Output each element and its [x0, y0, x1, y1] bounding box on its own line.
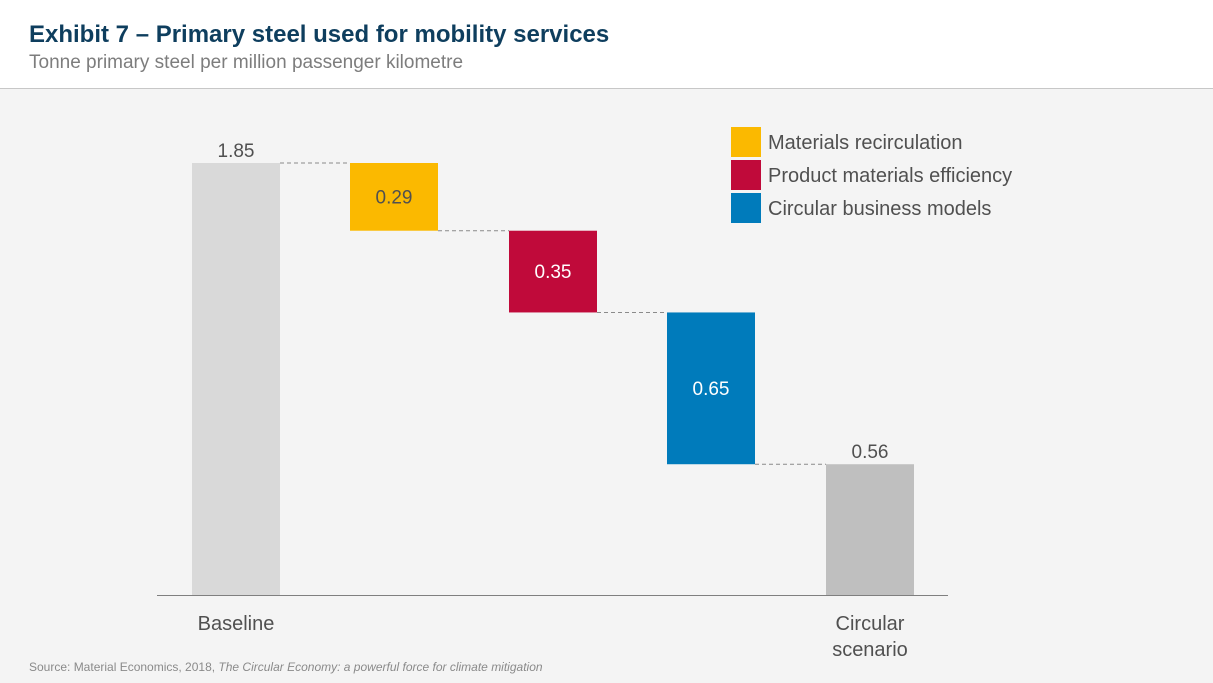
bars [192, 163, 914, 595]
bar-labels: 1.85 0.29 0.35 0.65 0.56 [218, 141, 889, 463]
legend-label-2: Circular business models [768, 198, 991, 220]
page-title: Exhibit 7 – Primary steel used for mobil… [29, 21, 610, 48]
bar-label-0: 1.85 [218, 141, 255, 162]
legend-label-1: Product materials efficiency [768, 165, 1012, 187]
legend: Materials recirculation Product materials… [731, 127, 1012, 223]
bar-0 [192, 163, 280, 595]
source-prefix: Source: Material Economics, 2018, [29, 660, 219, 674]
bar-4 [826, 464, 914, 595]
source-publication: The Circular Economy: a powerful force f… [218, 660, 543, 674]
page-subtitle: Tonne primary steel per million passenge… [29, 52, 464, 73]
bar-3 [667, 312, 755, 465]
connector-lines [280, 162, 826, 465]
legend-swatch-0 [731, 127, 761, 157]
bar-label-4: 0.56 [852, 442, 889, 463]
x-axis-labels: Baseline Circular scenario [198, 613, 908, 661]
bar-label-1: 0.29 [376, 188, 413, 209]
source-note: Source: Material Economics, 2018, The Ci… [29, 660, 543, 674]
x-tick-label-0-0: Baseline [198, 613, 275, 635]
bar-label-3: 0.65 [693, 379, 730, 400]
bar-1 [350, 163, 438, 231]
x-tick-label-4-1: scenario [832, 639, 908, 661]
bar-2 [509, 230, 597, 313]
bar-label-2: 0.35 [535, 262, 572, 283]
header: Exhibit 7 – Primary steel used for mobil… [0, 0, 1213, 89]
legend-label-0: Materials recirculation [768, 132, 963, 154]
x-tick-label-4-0: Circular [836, 613, 905, 635]
legend-swatch-1 [731, 160, 761, 190]
legend-swatch-2 [731, 193, 761, 223]
